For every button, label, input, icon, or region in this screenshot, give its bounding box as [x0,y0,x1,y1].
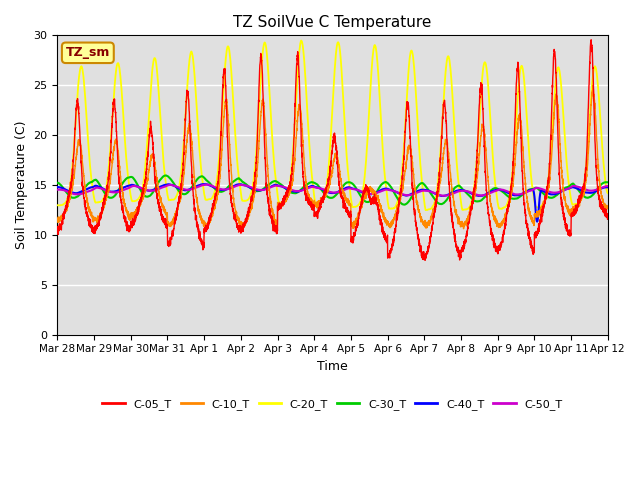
Text: TZ_sm: TZ_sm [66,46,110,60]
X-axis label: Time: Time [317,360,348,373]
Y-axis label: Soil Temperature (C): Soil Temperature (C) [15,121,28,249]
Title: TZ SoilVue C Temperature: TZ SoilVue C Temperature [234,15,432,30]
Legend: C-05_T, C-10_T, C-20_T, C-30_T, C-40_T, C-50_T: C-05_T, C-10_T, C-20_T, C-30_T, C-40_T, … [98,394,567,414]
